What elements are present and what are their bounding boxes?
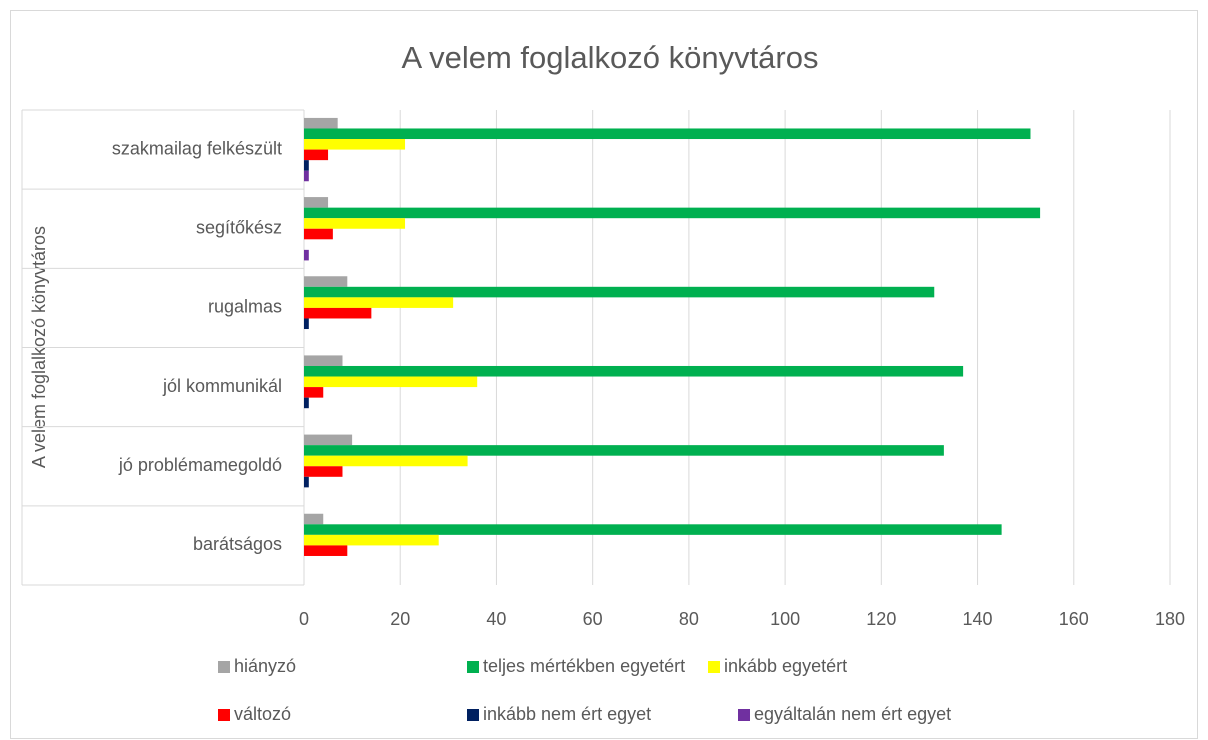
bar [304, 318, 309, 330]
y-tick-label: szakmailag felkészült [112, 138, 282, 158]
y-tick-label: rugalmas [208, 297, 282, 317]
bar [304, 365, 964, 377]
x-tick-label: 140 [963, 609, 993, 629]
legend-swatch [218, 661, 230, 673]
y-tick-label: jól kommunikál [162, 376, 282, 396]
bar [304, 455, 468, 467]
legend-swatch [467, 661, 479, 673]
bar [304, 218, 406, 229]
bar [304, 307, 372, 319]
bar [304, 297, 454, 308]
bar [304, 534, 439, 546]
legend-label: inkább egyetért [724, 656, 847, 676]
bar [304, 476, 309, 488]
bar [304, 376, 478, 388]
chart-title: A velem foglalkozó könyvtáros [402, 40, 819, 75]
legend-swatch [467, 709, 479, 721]
bar [304, 513, 324, 525]
bar [304, 466, 343, 477]
legend-label: egyáltalán nem ért egyet [754, 704, 951, 724]
x-tick-label: 120 [866, 609, 896, 629]
x-tick-label: 180 [1155, 609, 1185, 629]
legend-label: változó [234, 704, 291, 724]
y-tick-label: barátságos [193, 534, 282, 554]
bar [304, 117, 338, 129]
x-tick-label: 160 [1059, 609, 1089, 629]
bar [304, 128, 1031, 140]
bar [304, 249, 309, 261]
bar [304, 434, 353, 446]
x-tick-label: 0 [299, 609, 309, 629]
x-tick-label: 100 [770, 609, 800, 629]
bar [304, 387, 324, 398]
bar [304, 170, 309, 182]
bar [304, 545, 348, 556]
legend-label: inkább nem ért egyet [483, 704, 651, 724]
bar [304, 445, 944, 456]
y-tick-label: segítőkész [196, 218, 282, 238]
bar [304, 355, 343, 366]
x-tick-label: 60 [583, 609, 603, 629]
legend-label: teljes mértékben egyetért [483, 656, 685, 676]
bar [304, 228, 333, 240]
x-tick-label: 40 [486, 609, 506, 629]
bar [304, 397, 309, 409]
legend-swatch [738, 709, 750, 721]
bar [304, 207, 1041, 219]
x-tick-label: 80 [679, 609, 699, 629]
legend-swatch [218, 709, 230, 721]
bar [304, 286, 935, 298]
bar [304, 524, 1002, 535]
legend-label: hiányzó [234, 656, 296, 676]
bar [304, 276, 348, 287]
bar [304, 139, 406, 150]
bar [304, 160, 309, 171]
y-tick-label: jó problémamegoldó [118, 455, 282, 475]
legend-swatch [708, 661, 720, 673]
x-tick-label: 20 [390, 609, 410, 629]
bar [304, 149, 329, 161]
bar [304, 197, 329, 208]
